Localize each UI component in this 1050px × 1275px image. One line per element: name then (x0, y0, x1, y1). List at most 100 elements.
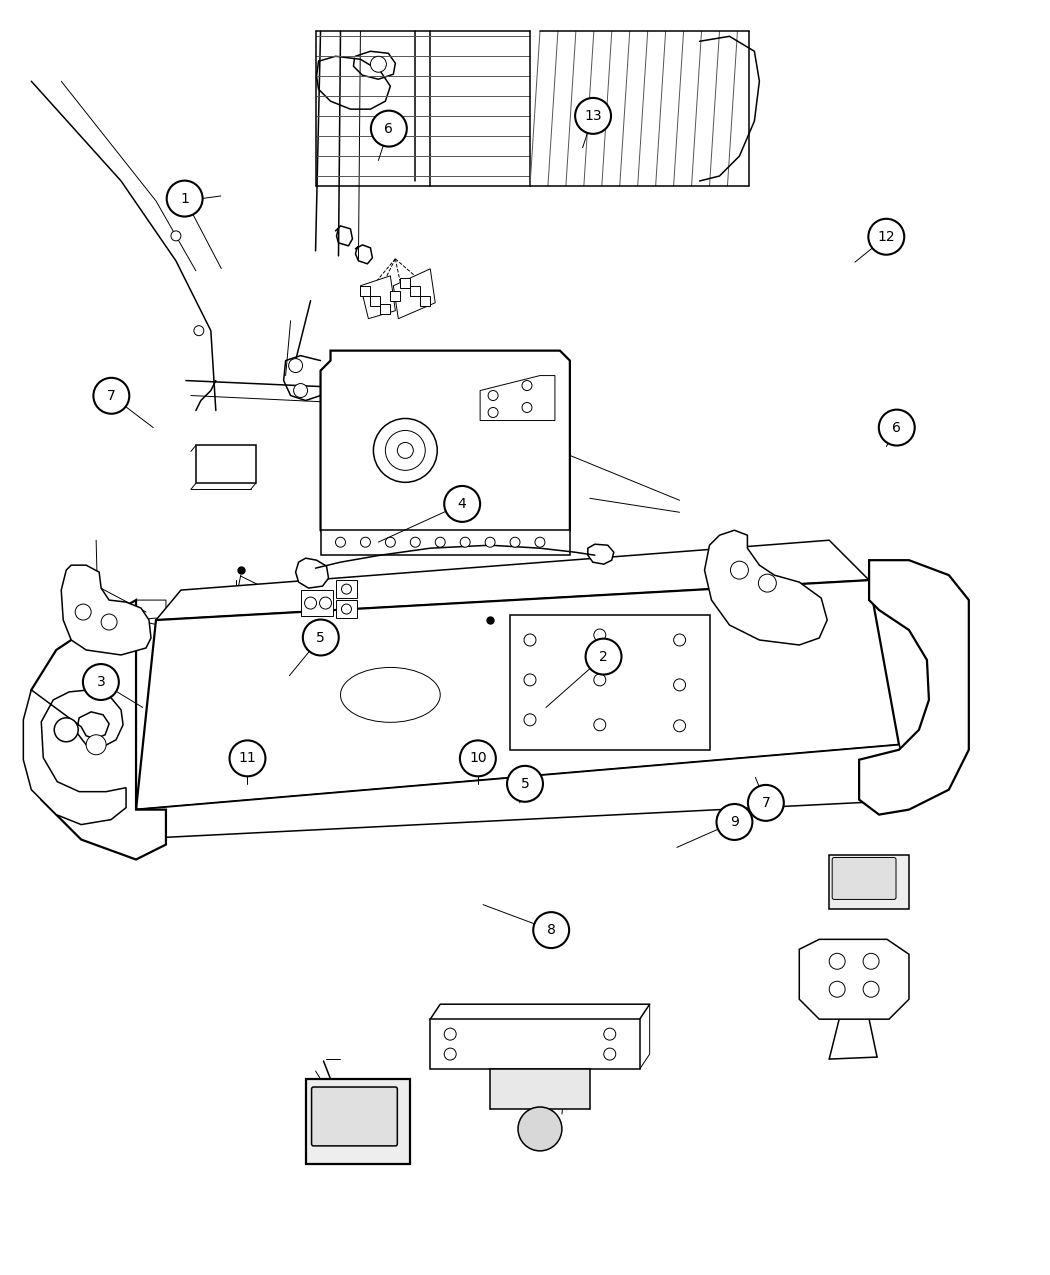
Polygon shape (136, 580, 899, 810)
Circle shape (341, 584, 352, 594)
Circle shape (86, 734, 106, 755)
Text: 11: 11 (238, 751, 256, 765)
Circle shape (230, 741, 266, 776)
Polygon shape (26, 601, 166, 859)
Polygon shape (296, 558, 329, 588)
Circle shape (302, 620, 339, 655)
Circle shape (830, 982, 845, 997)
Circle shape (444, 486, 480, 521)
Text: 10: 10 (469, 751, 487, 765)
Polygon shape (121, 745, 919, 839)
Polygon shape (23, 690, 126, 825)
Circle shape (319, 597, 332, 609)
Circle shape (488, 408, 498, 417)
Circle shape (460, 537, 470, 547)
Polygon shape (705, 530, 827, 645)
Circle shape (101, 615, 118, 630)
Text: 13: 13 (584, 108, 602, 122)
Bar (420, 296, 430, 306)
Circle shape (604, 1028, 615, 1040)
Circle shape (524, 714, 536, 725)
Text: 4: 4 (458, 497, 466, 511)
Circle shape (488, 390, 498, 400)
Circle shape (868, 219, 904, 255)
Circle shape (522, 380, 532, 390)
Polygon shape (320, 351, 570, 541)
Circle shape (341, 604, 352, 615)
Circle shape (374, 418, 437, 482)
Circle shape (93, 377, 129, 414)
Circle shape (294, 384, 308, 398)
Circle shape (385, 537, 396, 547)
Polygon shape (360, 275, 396, 319)
Circle shape (411, 537, 420, 547)
Circle shape (371, 56, 386, 73)
Circle shape (83, 664, 119, 700)
Circle shape (522, 403, 532, 413)
Circle shape (444, 1048, 456, 1060)
FancyBboxPatch shape (312, 1088, 397, 1146)
Bar (196, 445, 256, 483)
Circle shape (674, 678, 686, 691)
Circle shape (385, 431, 425, 470)
Text: 8: 8 (547, 923, 555, 937)
Text: 3: 3 (97, 674, 105, 688)
Circle shape (510, 537, 520, 547)
Circle shape (604, 1048, 615, 1060)
Circle shape (167, 181, 203, 217)
Circle shape (534, 537, 545, 547)
Circle shape (586, 639, 622, 674)
Circle shape (460, 741, 496, 776)
Bar (79, 720, 136, 798)
Polygon shape (430, 1019, 639, 1068)
Text: 12: 12 (878, 230, 895, 244)
Circle shape (444, 1028, 456, 1040)
Polygon shape (480, 376, 554, 421)
Polygon shape (490, 1068, 590, 1109)
Circle shape (171, 231, 181, 241)
Bar (336, 601, 357, 618)
Circle shape (674, 634, 686, 646)
Circle shape (594, 674, 606, 686)
Polygon shape (859, 560, 969, 815)
Circle shape (55, 718, 78, 742)
Text: 6: 6 (892, 421, 901, 435)
Circle shape (397, 442, 414, 459)
Bar (336, 580, 357, 598)
FancyBboxPatch shape (833, 858, 896, 899)
Circle shape (524, 674, 536, 686)
Circle shape (879, 409, 915, 445)
Text: 1: 1 (181, 191, 189, 205)
Circle shape (371, 111, 406, 147)
Ellipse shape (326, 658, 456, 732)
Circle shape (518, 1107, 562, 1151)
Polygon shape (320, 530, 570, 555)
Bar (371, 296, 380, 306)
Circle shape (716, 805, 753, 840)
Circle shape (485, 537, 496, 547)
Polygon shape (510, 615, 710, 750)
Circle shape (830, 954, 845, 969)
Circle shape (594, 629, 606, 641)
Circle shape (194, 325, 204, 335)
Bar (830, 854, 909, 909)
Bar (411, 286, 420, 296)
Circle shape (674, 720, 686, 732)
Bar (400, 278, 411, 288)
Circle shape (507, 766, 543, 802)
Polygon shape (799, 940, 909, 1019)
Circle shape (863, 954, 879, 969)
Circle shape (76, 604, 91, 620)
Text: 2: 2 (600, 649, 608, 663)
Text: 6: 6 (384, 121, 394, 135)
Circle shape (524, 634, 536, 646)
Circle shape (436, 537, 445, 547)
Circle shape (575, 98, 611, 134)
Text: 5: 5 (521, 776, 529, 790)
Circle shape (533, 912, 569, 949)
Circle shape (360, 537, 371, 547)
Circle shape (731, 561, 749, 579)
Circle shape (304, 597, 316, 609)
Polygon shape (588, 544, 614, 564)
Polygon shape (394, 269, 436, 319)
